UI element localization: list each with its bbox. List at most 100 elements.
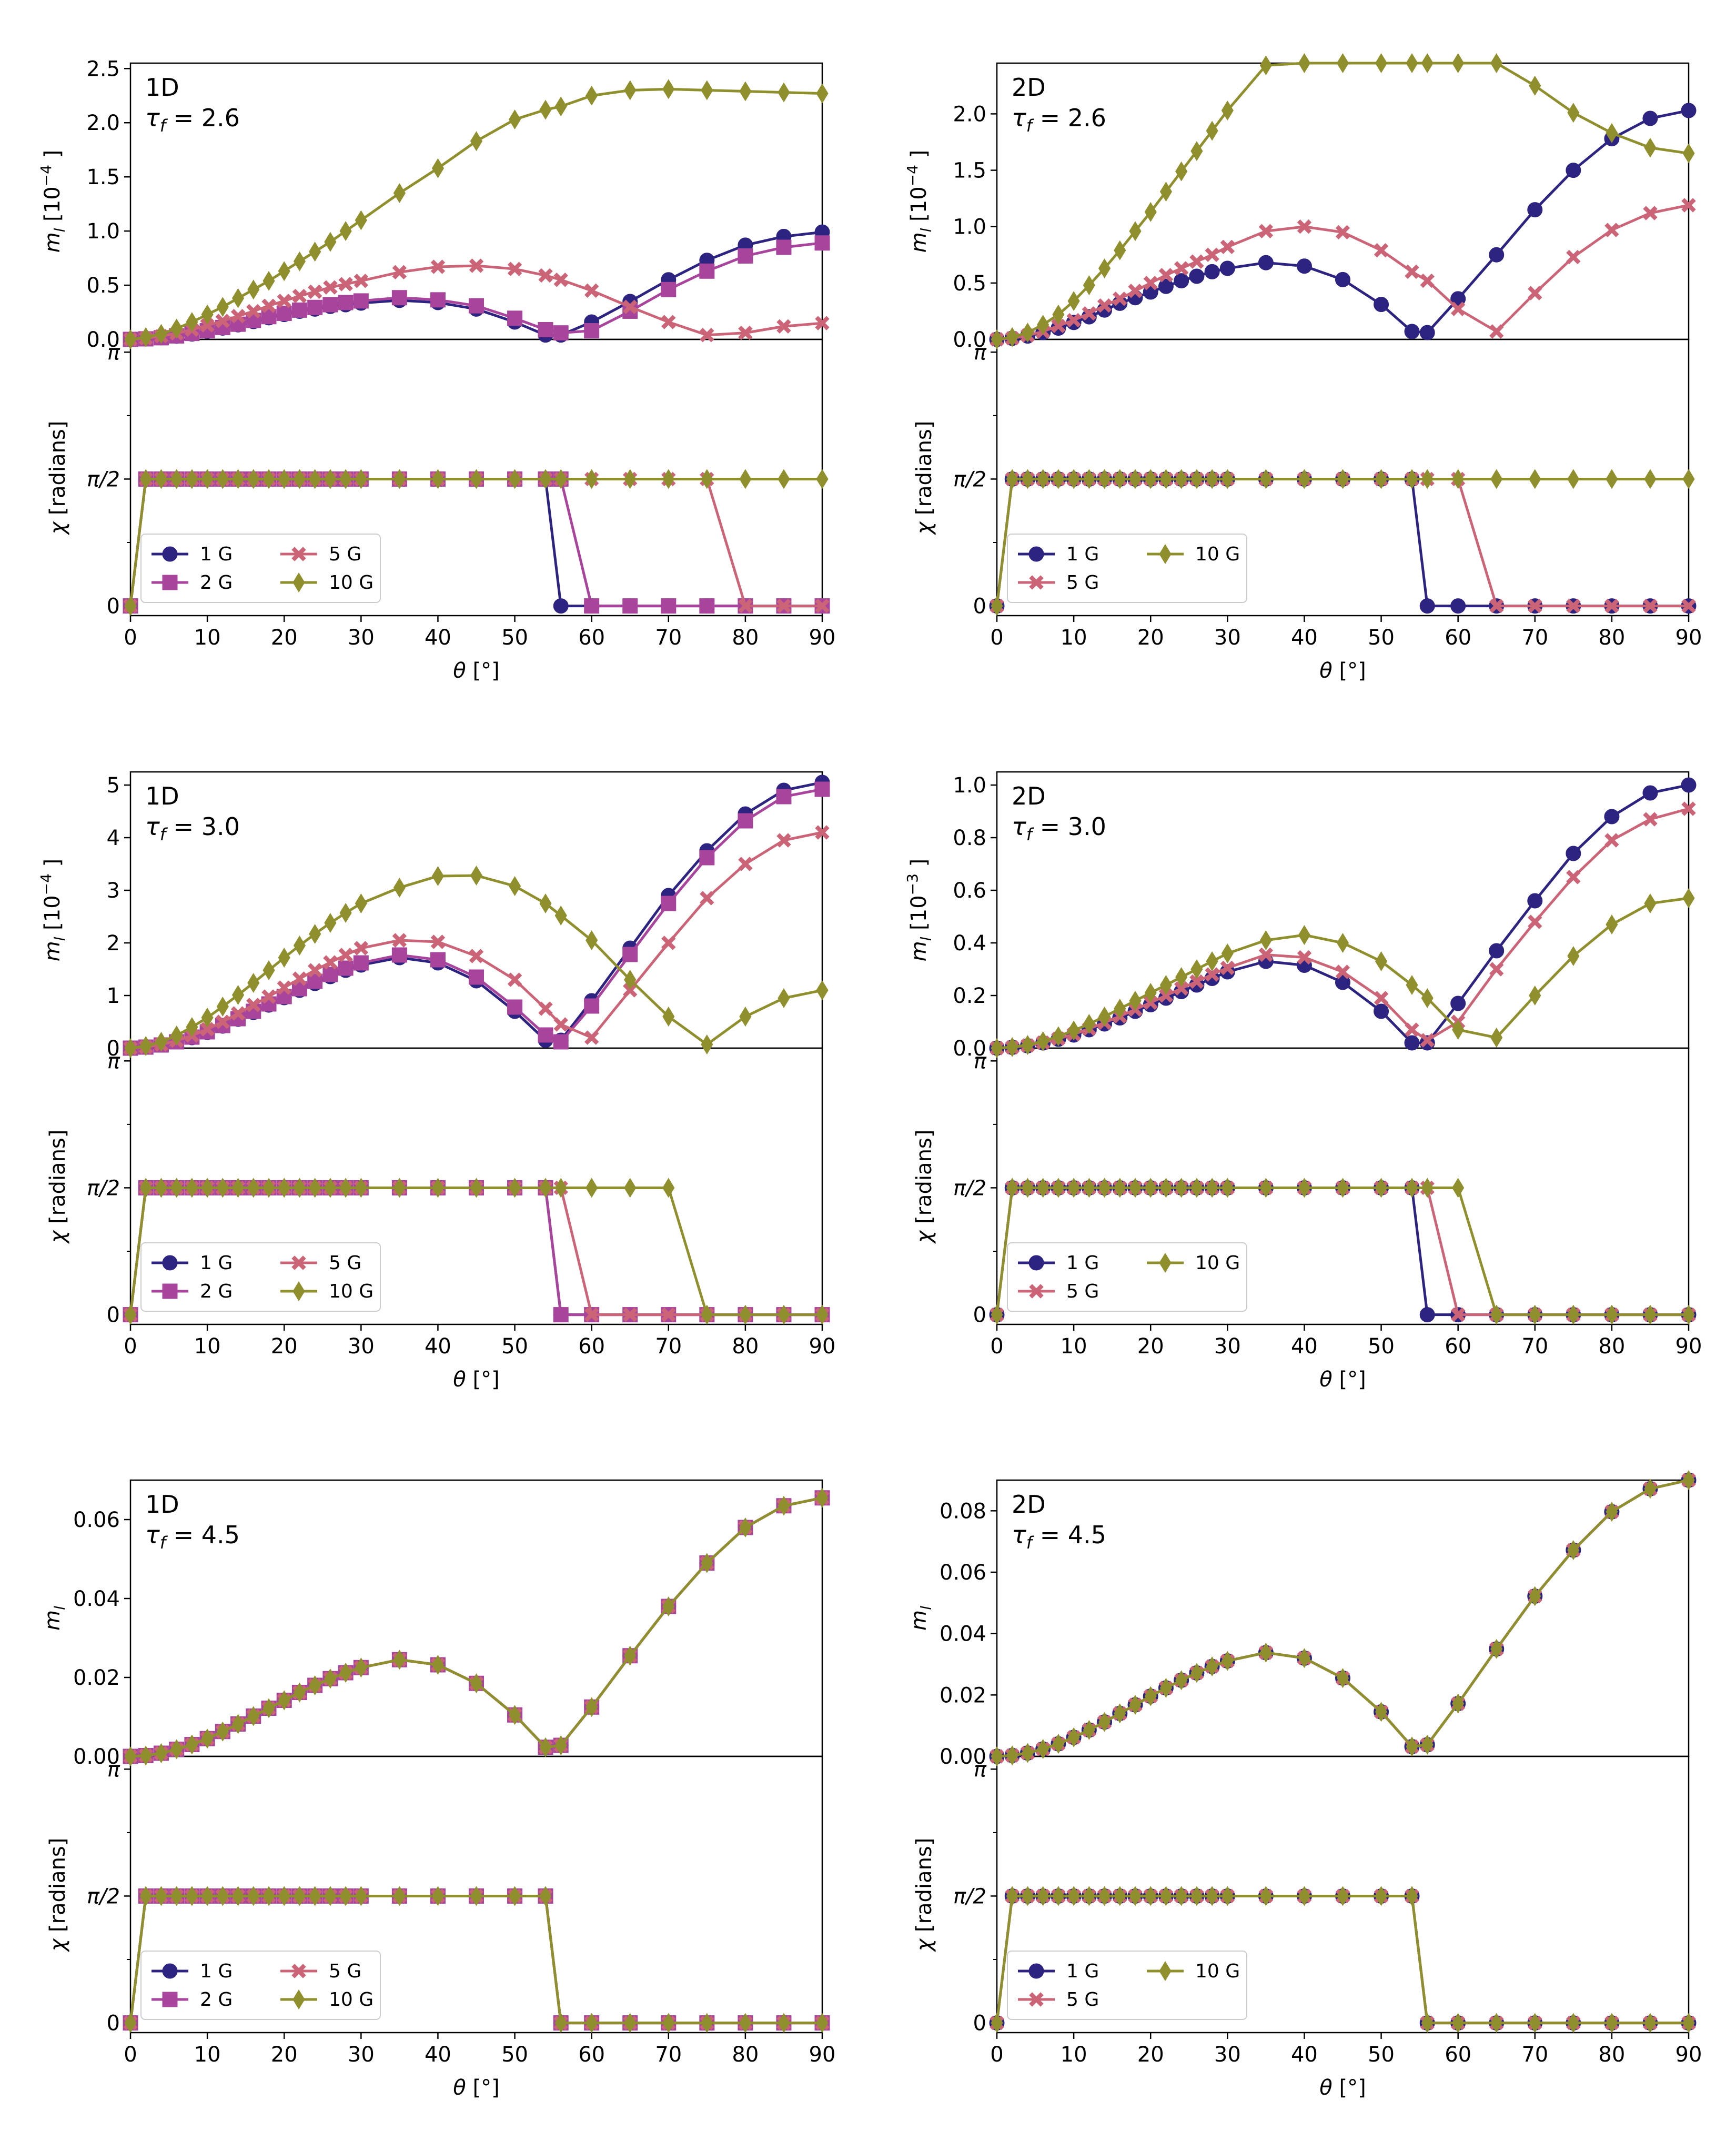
ml-data-point <box>507 262 522 276</box>
chi-data-point <box>1567 2013 1580 2033</box>
ml-data-point <box>1406 975 1418 995</box>
xtick-label: 20 <box>271 2043 298 2067</box>
ml-data-point <box>1527 202 1543 218</box>
legend-frame <box>1007 1951 1247 2020</box>
ml-data-point <box>215 314 230 328</box>
ml-data-point <box>554 906 567 926</box>
chi-data-point <box>1406 469 1418 489</box>
ml-data-point <box>307 963 322 978</box>
ml-ytick-label: 0.08 <box>940 1499 986 1523</box>
ml-data-point <box>1175 1670 1188 1691</box>
ml-data-point <box>291 302 307 318</box>
ml-data-point <box>700 328 714 343</box>
ml-data-point <box>1159 1677 1173 1698</box>
ml-data-point <box>139 1036 152 1056</box>
ml-data-point <box>1259 55 1272 76</box>
ml-data-point <box>354 941 369 956</box>
ml-data-point <box>355 893 367 913</box>
chi-data-point <box>216 1178 229 1198</box>
xtick-label: 50 <box>501 2043 528 2067</box>
ml-data-point <box>1420 1033 1435 1048</box>
chi-ytick-label: π <box>107 1049 120 1073</box>
chi-data-point <box>815 598 830 614</box>
chi-data-point <box>170 1178 183 1198</box>
chi-data-point <box>1567 469 1580 489</box>
ml-data-point <box>1221 100 1234 120</box>
ml-data-point <box>200 1022 215 1037</box>
ml-data-point <box>538 1027 553 1043</box>
ml-data-point <box>231 985 245 1005</box>
ml-data-point <box>701 80 713 100</box>
xtick-label: 80 <box>732 626 759 650</box>
ml-data-point <box>584 1030 599 1045</box>
legend-marker <box>162 1992 178 2007</box>
chi-data-point <box>339 1886 352 1906</box>
chi-data-point <box>231 1886 245 1906</box>
ml-data-point <box>470 131 483 152</box>
ml-data-point <box>1643 812 1658 827</box>
chi-data-point <box>1528 598 1542 614</box>
chi-data-point <box>1083 1886 1095 1906</box>
ml-data-point <box>292 971 307 986</box>
ml-ytick-label: 0.0 <box>953 328 986 352</box>
chi-data-point <box>1083 469 1095 489</box>
chi-ytick-label: 0 <box>107 595 120 619</box>
chi-data-point <box>1419 1307 1435 1323</box>
ml-data-point <box>1297 219 1312 234</box>
xtick-label: 80 <box>732 1334 759 1359</box>
chi-data-point <box>1375 469 1388 489</box>
ml-data-point <box>431 158 445 178</box>
ml-data-point <box>539 1737 552 1757</box>
ml-data-point <box>469 949 484 963</box>
ml-data-point <box>1606 123 1618 143</box>
legend-label: 10 G <box>329 1281 374 1302</box>
legend-label: 5 G <box>329 1961 361 1982</box>
ml-data-point <box>355 210 367 230</box>
chi-data-point <box>624 1178 637 1198</box>
chi-data-point <box>816 1304 829 1325</box>
chi-axes-frame <box>996 1755 1690 2034</box>
legend-marker <box>1028 1255 1044 1271</box>
chi-data-point <box>263 469 275 489</box>
chi-data-point <box>309 1178 321 1198</box>
ml-data-point <box>470 1673 483 1694</box>
chi-data-point <box>624 469 637 489</box>
xtick-label: 10 <box>1061 1334 1087 1359</box>
ml-data-point <box>586 930 598 950</box>
ml-data-point <box>1259 1642 1272 1663</box>
chi-axis-label: χ [radians] <box>912 1130 936 1244</box>
xtick-label: 50 <box>1368 2043 1395 2067</box>
chi-axis-label: χ [radians] <box>912 421 936 536</box>
legend-marker <box>292 1989 305 2009</box>
ml-data-point <box>139 327 152 347</box>
x-axis-label: θ [°] <box>453 659 499 683</box>
ml-data-point <box>584 323 600 339</box>
xtick-label: 70 <box>1521 1334 1548 1359</box>
chi-data-point <box>155 469 168 489</box>
ml-data-point <box>1258 255 1274 270</box>
xtick-label: 90 <box>1676 626 1702 650</box>
ml-data-point <box>1606 914 1618 934</box>
panel-tau-label: τf = 2.6 <box>1012 104 1106 136</box>
ml-data-point <box>1206 951 1218 971</box>
ml-data-point <box>1205 967 1219 982</box>
ml-data-point <box>1006 1037 1018 1057</box>
ml-axis-label: ml [10−4 ] <box>904 150 935 253</box>
chi-data-point <box>1083 1178 1095 1198</box>
panel-dimension-label: 2D <box>1012 73 1046 102</box>
ml-data-point <box>1566 846 1581 861</box>
chi-data-point <box>508 469 521 489</box>
chi-data-point <box>186 1886 198 1906</box>
panel-dimension-label: 1D <box>145 782 179 810</box>
ml-data-point <box>776 319 791 334</box>
legend-label: 10 G <box>1195 1961 1240 1982</box>
ml-ytick-label: 1.0 <box>86 219 120 244</box>
ml-data-point <box>1206 1656 1218 1677</box>
ml-series-line <box>996 807 1689 1050</box>
ml-data-point <box>292 288 307 304</box>
chi-data-point <box>1067 1178 1080 1198</box>
ml-data-point <box>170 1739 183 1760</box>
ml-data-point <box>469 258 484 273</box>
xtick-label: 0 <box>124 2043 137 2067</box>
